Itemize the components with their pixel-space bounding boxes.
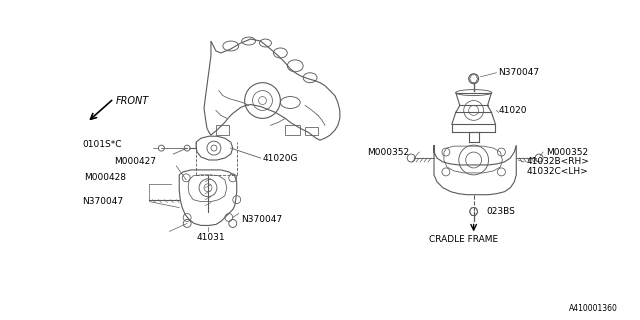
- Text: 41031: 41031: [196, 233, 225, 242]
- Text: 41020: 41020: [499, 106, 527, 115]
- Text: 41020G: 41020G: [262, 154, 298, 163]
- Text: N370047: N370047: [82, 197, 124, 206]
- Text: N370047: N370047: [499, 68, 540, 77]
- Text: CRADLE FRAME: CRADLE FRAME: [429, 235, 498, 244]
- Text: A410001360: A410001360: [568, 304, 618, 313]
- Text: 41032B<RH>: 41032B<RH>: [526, 157, 589, 166]
- Text: M000428: M000428: [84, 173, 126, 182]
- Text: N370047: N370047: [241, 215, 282, 224]
- Text: M000427: M000427: [114, 157, 156, 166]
- Text: 023BS: 023BS: [486, 207, 515, 216]
- Text: 41032C<LH>: 41032C<LH>: [526, 167, 588, 176]
- Text: FRONT: FRONT: [116, 96, 149, 106]
- Text: 0101S*C: 0101S*C: [82, 140, 122, 148]
- Text: M000352: M000352: [546, 148, 588, 156]
- Text: M000352: M000352: [367, 148, 410, 156]
